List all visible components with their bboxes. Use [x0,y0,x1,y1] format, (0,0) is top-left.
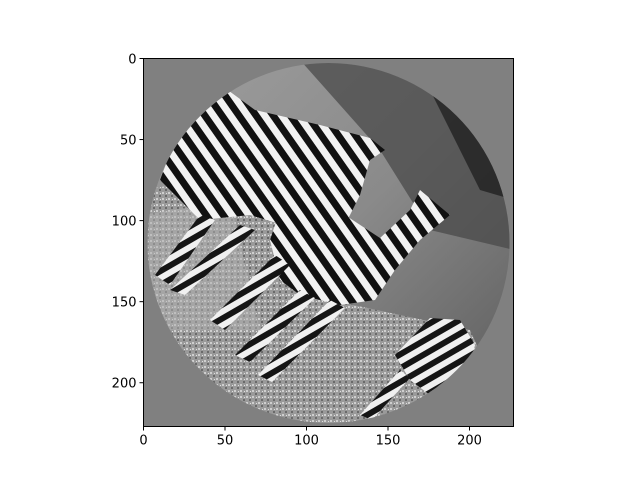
x-tick-label: 100 [294,434,319,449]
x-tick-label: 50 [217,434,234,449]
y-tick-label: 150 [112,296,137,311]
zebra-shape [160,88,385,230]
y-tick-label: 0 [128,53,136,68]
y-axis: 0 50 100 150 200 [112,53,144,392]
x-tick-label: 0 [139,434,147,449]
photo-circle [147,63,510,423]
image-area [143,58,514,427]
y-tick-label: 100 [112,215,137,230]
x-tick-label: 150 [376,434,401,449]
y-tick-label: 50 [120,134,137,149]
y-tick-label: 200 [112,377,137,392]
x-tick-label: 200 [457,434,482,449]
x-axis: 0 50 100 150 200 [139,426,482,449]
zebra-shape [270,190,450,305]
